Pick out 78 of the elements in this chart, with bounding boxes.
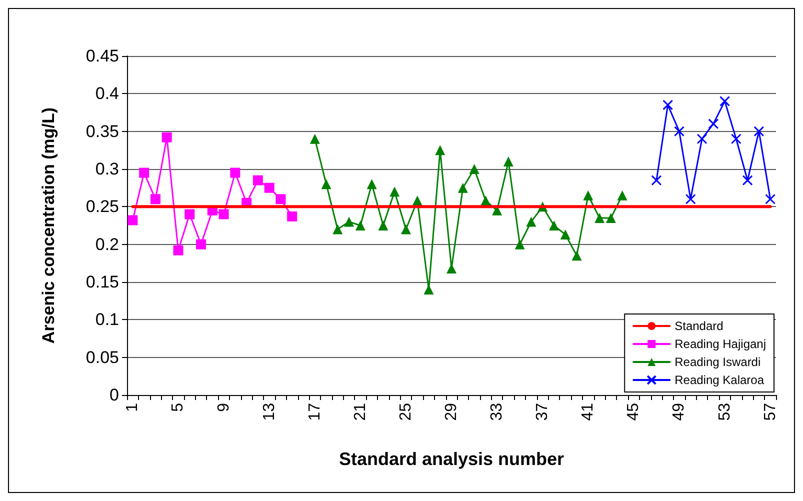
y-tick-label: 0.1 — [95, 310, 119, 330]
point — [321, 179, 332, 190]
point — [606, 212, 616, 223]
point — [435, 145, 446, 156]
y-tick-label: 0.05 — [86, 348, 119, 367]
point — [390, 186, 400, 197]
point — [400, 224, 411, 234]
point — [276, 194, 286, 204]
x-tick-label: 57 — [762, 402, 779, 421]
x-tick-label: 37 — [534, 402, 552, 421]
x-tick-label: 45 — [625, 402, 642, 421]
point — [139, 168, 150, 178]
point — [548, 220, 559, 230]
point — [469, 164, 480, 174]
point — [514, 239, 525, 250]
point — [128, 215, 138, 226]
y-tick-label: 0.25 — [86, 197, 119, 216]
y-tick-label: 0.3 — [95, 160, 119, 178]
point — [674, 126, 684, 137]
point — [662, 100, 674, 110]
x-tick-label: 49 — [670, 402, 688, 421]
x-axis-title: Standard analysis number — [338, 449, 564, 469]
point — [583, 190, 594, 200]
point — [503, 156, 514, 166]
point — [765, 194, 776, 204]
y-axis-title: Arsenic concentration (mg/L) — [39, 107, 58, 344]
point — [230, 168, 240, 178]
point — [730, 134, 742, 144]
point — [366, 179, 377, 190]
point — [754, 126, 764, 137]
point — [332, 224, 343, 234]
x-tick-label: 21 — [352, 402, 369, 421]
point — [252, 175, 263, 186]
legend-label: Reading Iswardi — [674, 355, 761, 369]
x-tick-label: 25 — [397, 402, 414, 421]
legend-label: Standard — [674, 319, 724, 333]
point — [572, 250, 582, 261]
x-tick-label: 17 — [306, 402, 324, 421]
y-tick-label: 0.4 — [95, 84, 119, 104]
point — [720, 96, 730, 106]
x-tick-label: 33 — [488, 402, 506, 421]
x-tick-label: 29 — [443, 402, 460, 421]
y-tick-label: 0.15 — [86, 272, 119, 292]
point — [162, 132, 172, 142]
point — [310, 134, 320, 144]
point — [685, 194, 696, 204]
y-tick-label: 0.2 — [95, 234, 119, 254]
point — [378, 220, 388, 230]
point — [218, 209, 229, 220]
x-tick-label: 1 — [124, 402, 142, 412]
point — [173, 245, 184, 256]
point — [424, 284, 434, 295]
x-tick-label: 9 — [215, 402, 232, 412]
point — [617, 190, 628, 200]
point — [196, 239, 206, 250]
x-tick-label: 13 — [260, 402, 278, 421]
point — [355, 220, 366, 230]
y-tick-label: 0.35 — [86, 122, 119, 141]
point — [150, 194, 160, 204]
point — [742, 175, 753, 186]
y-tick-label: 0 — [110, 386, 119, 404]
legend-label: Reading Hajiganj — [674, 337, 766, 351]
x-tick-label: 41 — [580, 402, 597, 421]
point — [526, 216, 536, 227]
point — [594, 212, 605, 223]
point — [708, 118, 719, 130]
x-tick-label: 53 — [716, 402, 734, 421]
point — [287, 211, 298, 222]
point — [560, 230, 570, 240]
point — [651, 175, 662, 186]
point — [344, 216, 354, 227]
legend-label: Reading Kalaroa — [674, 373, 764, 387]
point — [458, 182, 468, 193]
point — [696, 134, 708, 144]
y-tick-label: 0.45 — [86, 46, 119, 66]
x-tick-label: 5 — [170, 402, 187, 412]
point — [184, 209, 195, 220]
point — [264, 182, 274, 193]
